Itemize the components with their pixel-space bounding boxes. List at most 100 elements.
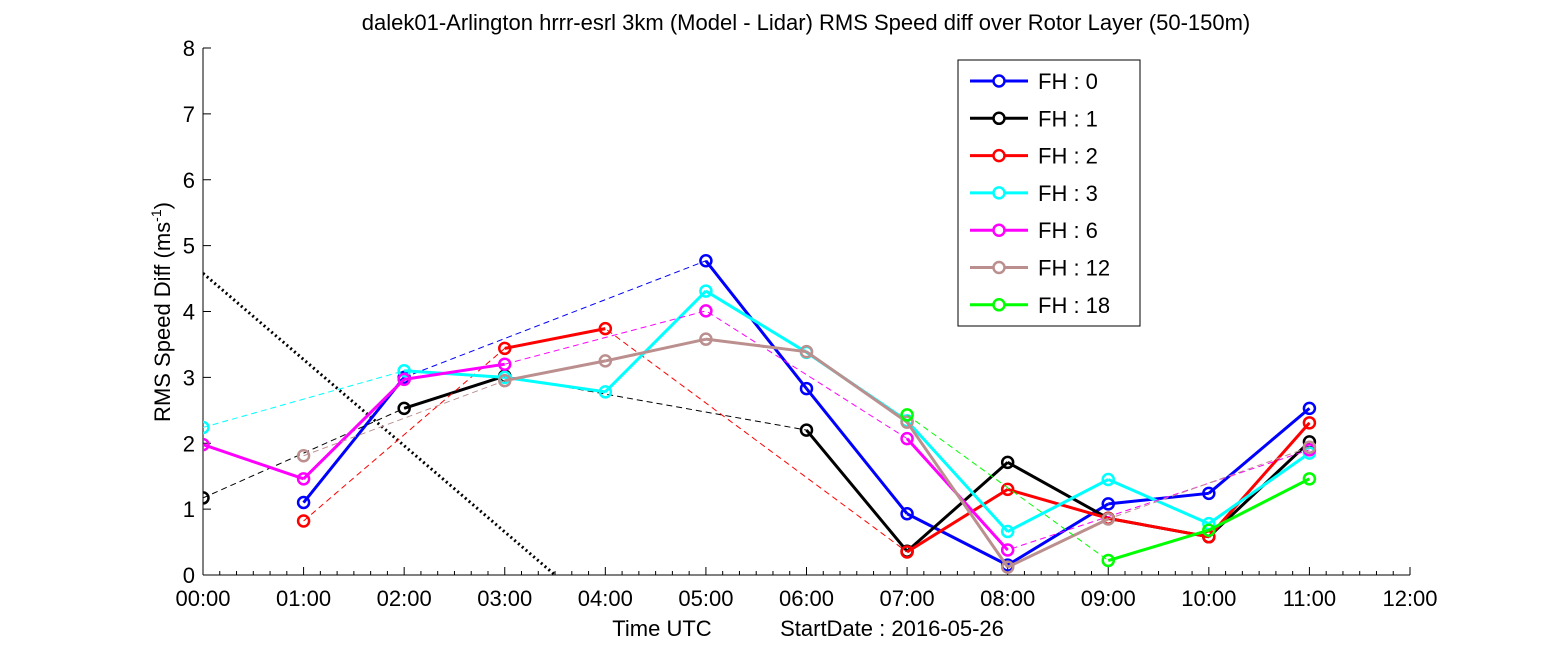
series-segment [1007, 517, 1109, 569]
data-point [203, 491, 210, 505]
y-tick-label: 6 [183, 168, 195, 193]
y-tick-label: 8 [183, 36, 195, 61]
data-point [203, 420, 210, 435]
series-segment [1207, 451, 1311, 525]
y-tick-label: 2 [183, 431, 195, 456]
data-point [900, 415, 914, 429]
legend-label: FH : 18 [1038, 293, 1110, 318]
legend-label: FH : 2 [1038, 144, 1098, 169]
series-segment [403, 362, 505, 381]
x-tick-label: 05:00 [678, 586, 733, 611]
x-tick-label: 11:00 [1283, 586, 1336, 611]
data-point [1302, 401, 1317, 416]
legend-label: FH : 3 [1038, 181, 1098, 206]
series-segment [905, 421, 1009, 568]
series-segment [504, 375, 606, 394]
data-point [699, 332, 713, 346]
legend-marker [992, 111, 1006, 126]
x-tick-label: 12:00 [1382, 586, 1437, 611]
y-tick-label: 3 [183, 365, 195, 390]
data-point [699, 284, 713, 298]
legend-label: FH : 1 [1038, 106, 1098, 131]
y-tick-label: 5 [183, 234, 195, 259]
series-segment [605, 337, 707, 363]
series-segment [906, 512, 1009, 567]
x-axis-label: Time UTC [612, 616, 712, 641]
data-point [296, 449, 311, 463]
series-segment [302, 376, 406, 504]
data-point [296, 514, 311, 528]
start-date-label: StartDate : 2016-05-26 [780, 616, 1004, 641]
series-segment [1207, 421, 1311, 538]
data-point [1101, 497, 1115, 511]
data-point [1302, 416, 1317, 430]
x-tick-label: 07:00 [880, 586, 935, 611]
legend-marker [992, 298, 1006, 312]
data-point [397, 372, 411, 387]
series-segment [1207, 407, 1311, 495]
x-tick-label: 04:00 [578, 586, 633, 611]
legend-marker [992, 186, 1006, 200]
data-point [1302, 440, 1317, 454]
data-point [1000, 455, 1015, 470]
legend-marker [992, 74, 1006, 88]
y-axis-label: RMS Speed Diff (ms-1) [148, 202, 175, 422]
x-tick-label: 02:00 [377, 586, 432, 611]
data-point [1000, 543, 1015, 557]
data-point [397, 364, 411, 378]
data-point [900, 506, 914, 521]
y-tick-label: 1 [183, 497, 195, 522]
data-point [1000, 560, 1015, 574]
data-point [598, 321, 613, 336]
x-tick-label: 10:00 [1181, 586, 1236, 611]
data-point [900, 545, 914, 559]
x-tick-label: 00:00 [175, 586, 230, 611]
x-tick-label: 01:00 [276, 586, 331, 611]
series-segment [302, 378, 406, 480]
series-segment [805, 387, 909, 515]
data-point [598, 385, 613, 399]
x-tick-label: 06:00 [779, 586, 834, 611]
series-segment [1208, 477, 1311, 532]
data-point [498, 373, 512, 388]
legend-label: FH : 0 [1038, 69, 1098, 94]
legend-marker [992, 260, 1006, 275]
x-tick-label: 03:00 [477, 586, 532, 611]
reference-dotted-line [203, 272, 557, 575]
series-segment [704, 259, 808, 390]
series-segment [504, 359, 606, 383]
data-point [1000, 482, 1015, 497]
series-segment [805, 429, 909, 553]
series-segment [1107, 528, 1210, 562]
data-point [799, 381, 814, 396]
legend-label: FH : 12 [1038, 256, 1110, 281]
data-point [598, 354, 613, 368]
data-point [1302, 472, 1317, 486]
y-tick-label: 0 [183, 563, 195, 588]
legend: FH : 0 FH : 1 FH : 2 FH : 3 FH : 6 FH : 12 FH … [957, 59, 1141, 327]
legend-marker [992, 223, 1006, 237]
plot-area [203, 254, 1317, 575]
data-point [296, 472, 311, 486]
data-point [1101, 472, 1115, 487]
series-segment [1006, 478, 1109, 533]
series-segment [705, 289, 808, 354]
series-segment [604, 290, 707, 393]
data-point [900, 408, 914, 422]
legend-label: FH : 6 [1038, 218, 1098, 243]
data-point [1101, 553, 1115, 568]
data-point [1202, 486, 1216, 501]
data-point [498, 341, 512, 356]
series-fh-18 [900, 408, 1317, 568]
series-fh-2 [296, 321, 1317, 559]
series-segment [906, 461, 1009, 553]
data-point [296, 495, 311, 510]
series-segment [805, 350, 908, 424]
data-point [799, 423, 814, 437]
series-segment [203, 443, 305, 481]
y-tick-label: 4 [183, 300, 195, 325]
series-segment [905, 419, 1009, 533]
y-tick-label: 7 [183, 102, 195, 127]
data-point [900, 431, 914, 446]
